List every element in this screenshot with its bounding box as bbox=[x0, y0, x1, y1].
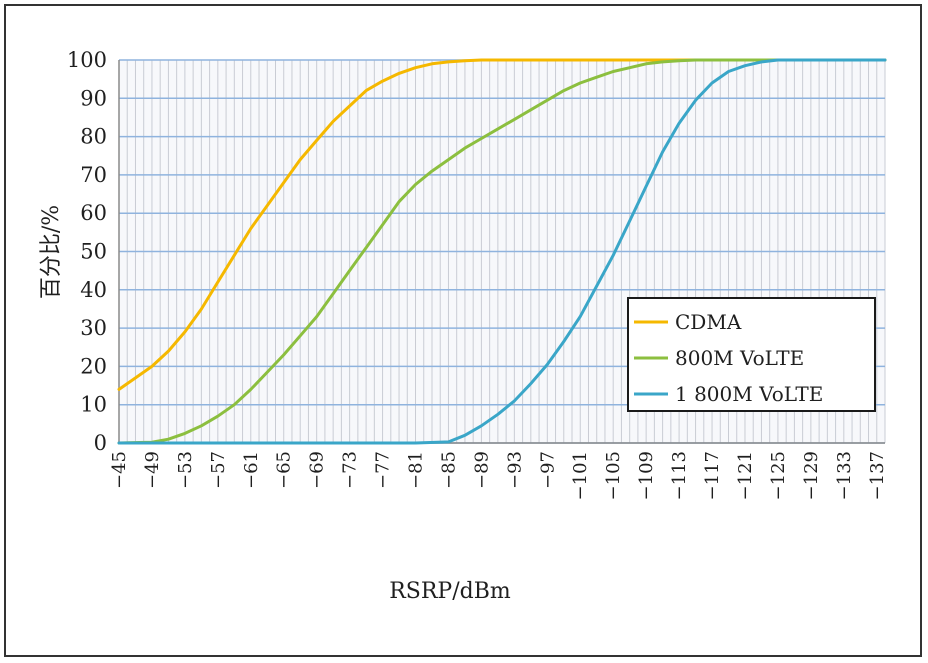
x-tick-label: −121 bbox=[735, 451, 756, 500]
x-tick-label: −69 bbox=[307, 451, 328, 489]
x-tick-label: −65 bbox=[274, 451, 295, 489]
y-tick-label: 70 bbox=[80, 163, 107, 187]
x-tick-label: −77 bbox=[373, 451, 394, 489]
x-tick-label: −113 bbox=[669, 451, 690, 500]
x-tick-label: −125 bbox=[768, 451, 789, 500]
y-tick-label: 90 bbox=[80, 86, 107, 110]
legend-label-2: 800M VoLTE bbox=[675, 346, 804, 370]
x-tick-label: −81 bbox=[406, 451, 427, 489]
y-tick-label: 0 bbox=[94, 431, 107, 455]
x-tick-label: −101 bbox=[570, 451, 591, 500]
legend-box bbox=[627, 297, 876, 412]
x-tick-label: −105 bbox=[603, 451, 624, 500]
x-tick-label: −93 bbox=[504, 451, 525, 489]
x-tick-label: −45 bbox=[109, 451, 130, 489]
y-tick-label: 30 bbox=[80, 316, 107, 340]
x-tick-label: −133 bbox=[834, 451, 855, 500]
y-tick-label: 10 bbox=[80, 393, 107, 417]
x-tick-label: −89 bbox=[471, 451, 492, 489]
x-tick-label: −109 bbox=[636, 451, 657, 500]
legend-label-3: 1 800M VoLTE bbox=[675, 382, 823, 406]
series-line-3 bbox=[117, 58, 887, 445]
y-tick-label: 100 bbox=[67, 48, 107, 72]
legend: CDMA 800M VoLTE 1 800M VoLTE bbox=[627, 297, 876, 412]
y-tick-label: 40 bbox=[80, 278, 107, 302]
x-tick-label: −85 bbox=[439, 451, 460, 489]
y-axis-title: 百分比/% bbox=[39, 205, 64, 299]
y-tick-label: 80 bbox=[80, 125, 107, 149]
series-line-2 bbox=[117, 58, 887, 445]
x-tick-label: −53 bbox=[175, 451, 196, 489]
x-tick-label: −73 bbox=[340, 451, 361, 489]
x-tick-label: −137 bbox=[867, 451, 888, 500]
x-tick-label: −57 bbox=[208, 451, 229, 489]
x-tick-label: −97 bbox=[537, 451, 558, 489]
legend-label-1: CDMA bbox=[675, 310, 742, 334]
y-tick-label: 60 bbox=[80, 201, 107, 225]
x-axis-title: RSRP/dBm bbox=[389, 579, 511, 604]
x-tick-label: −49 bbox=[142, 451, 163, 489]
x-tick-label: −117 bbox=[702, 451, 723, 500]
x-tick-label: −129 bbox=[801, 451, 822, 500]
x-tick-label: −61 bbox=[241, 451, 262, 489]
y-tick-label: 50 bbox=[80, 240, 107, 264]
y-tick-label: 20 bbox=[80, 354, 107, 378]
